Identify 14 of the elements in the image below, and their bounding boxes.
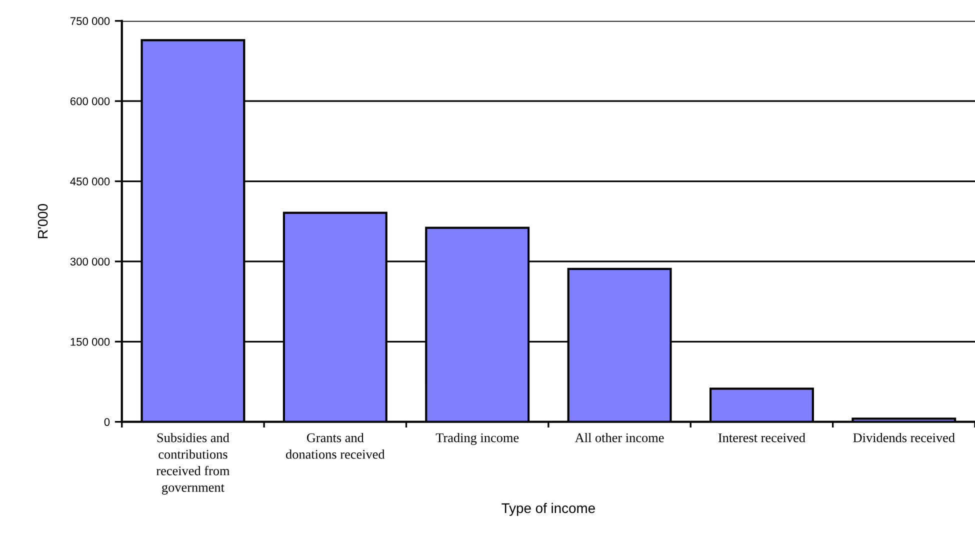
y-tick-label: 150 000 (70, 338, 110, 346)
x-tick-label: All other income (574, 432, 664, 442)
x-tick-label: Interest received (718, 432, 806, 442)
y-tick-label: 0 (104, 418, 110, 426)
y-tick-label: 450 000 (70, 178, 110, 186)
y-tick-label: 600 000 (70, 97, 110, 106)
x-axis-title: Type of income (502, 502, 595, 516)
y-axis-title: R'000 (38, 204, 48, 238)
y-tick-label: 750 000 (70, 17, 110, 26)
x-tick-label: Dividends received (853, 432, 955, 442)
y-tick-label: 300 000 (70, 258, 110, 266)
x-tick-label: Grants and donations received (286, 432, 385, 459)
x-tick-label: Trading income (436, 432, 519, 445)
x-tick-label: Subsidies and contributions received from government (156, 432, 230, 495)
